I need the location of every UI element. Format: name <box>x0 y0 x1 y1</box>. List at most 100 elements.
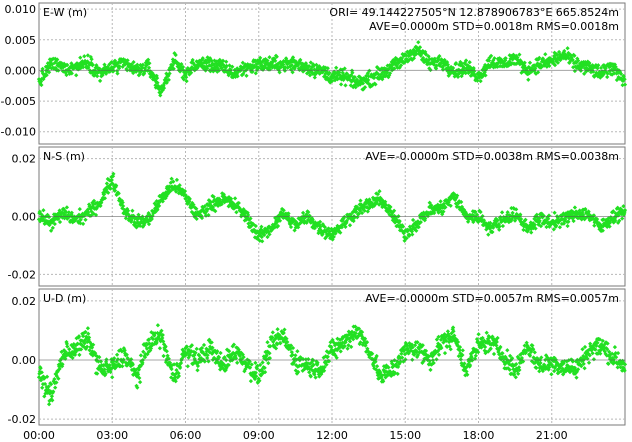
data-point <box>262 369 268 375</box>
data-point <box>171 66 176 71</box>
data-point <box>310 217 315 223</box>
data-point <box>557 225 563 230</box>
data-point <box>339 225 345 230</box>
data-point <box>205 355 210 361</box>
data-point <box>590 351 595 356</box>
data-point <box>574 375 579 380</box>
data-point <box>97 66 102 71</box>
data-point <box>582 344 588 350</box>
data-point <box>497 224 502 229</box>
data-point <box>622 368 627 373</box>
data-point <box>281 330 286 336</box>
data-point <box>155 80 160 85</box>
data-point <box>469 358 475 363</box>
data-point <box>462 361 467 366</box>
data-point <box>39 82 44 88</box>
data-point <box>434 337 440 342</box>
data-point <box>224 59 229 64</box>
data-point <box>267 355 273 361</box>
x-tick-label: 21:00 <box>536 429 568 442</box>
data-point <box>418 219 423 225</box>
data-point <box>397 218 402 224</box>
data-point <box>174 177 180 183</box>
data-point <box>222 355 227 360</box>
stats-line: AVE=0.0000m STD=0.0018m RMS=0.0018m <box>369 20 619 33</box>
data-point <box>572 205 578 210</box>
data-point <box>254 374 259 379</box>
data-point <box>613 218 618 224</box>
data-point <box>247 359 252 364</box>
data-point <box>344 218 349 224</box>
data-point <box>194 216 199 222</box>
data-point <box>538 360 543 366</box>
y-tick-label: 0.005 <box>5 34 37 47</box>
data-point <box>311 362 316 368</box>
data-point <box>529 230 534 235</box>
data-point <box>612 344 618 350</box>
data-point <box>89 57 94 62</box>
data-point <box>594 216 600 222</box>
data-point <box>161 85 167 91</box>
data-point <box>476 332 481 337</box>
data-point <box>288 224 294 230</box>
data-point <box>621 204 626 209</box>
data-point <box>240 60 245 65</box>
data-point <box>495 335 500 341</box>
data-point <box>516 371 521 376</box>
data-point <box>613 350 618 356</box>
data-point <box>593 347 598 352</box>
data-point <box>104 181 110 186</box>
y-tick-label: 0.00 <box>12 211 37 224</box>
data-point <box>149 216 154 222</box>
y-tick-label: -0.02 <box>8 413 36 426</box>
data-point <box>491 351 497 357</box>
data-point <box>296 369 301 375</box>
origin-coordinates: ORI= 49.144227505°N 12.878906783°E 665.8… <box>329 6 619 19</box>
data-point <box>171 179 176 184</box>
data-point <box>48 228 54 233</box>
data-point <box>78 221 83 226</box>
data-point <box>464 369 469 374</box>
data-point <box>293 353 298 358</box>
data-point <box>388 204 393 210</box>
data-point <box>613 355 619 360</box>
data-point <box>235 360 240 365</box>
data-point <box>615 350 621 356</box>
data-point <box>540 368 546 374</box>
data-point <box>606 361 611 367</box>
data-point <box>83 217 88 222</box>
data-point <box>456 353 461 359</box>
data-point <box>583 206 588 212</box>
data-point <box>199 345 205 351</box>
data-point <box>386 365 391 370</box>
data-point <box>552 210 557 215</box>
data-point <box>253 71 258 76</box>
data-point <box>395 371 400 377</box>
data-point <box>262 232 267 238</box>
data-point <box>275 327 280 332</box>
data-point <box>460 352 465 358</box>
data-point <box>52 221 57 227</box>
data-point <box>431 210 437 216</box>
data-point <box>141 349 146 354</box>
data-point <box>210 345 215 350</box>
data-point <box>358 198 363 203</box>
data-point <box>595 340 600 346</box>
data-point <box>80 221 86 227</box>
data-point <box>270 330 275 335</box>
data-point <box>115 71 120 76</box>
data-point <box>82 54 87 59</box>
data-point <box>140 62 146 67</box>
data-point <box>259 234 264 240</box>
y-tick-label: -0.005 <box>1 95 36 108</box>
data-point <box>531 347 536 352</box>
data-point <box>500 351 505 356</box>
data-point <box>338 230 343 235</box>
data-point <box>507 367 512 372</box>
data-point <box>80 65 86 70</box>
data-point <box>97 78 103 84</box>
data-point <box>486 349 491 354</box>
data-point <box>163 344 168 349</box>
data-point <box>159 328 164 333</box>
data-point <box>148 346 154 351</box>
